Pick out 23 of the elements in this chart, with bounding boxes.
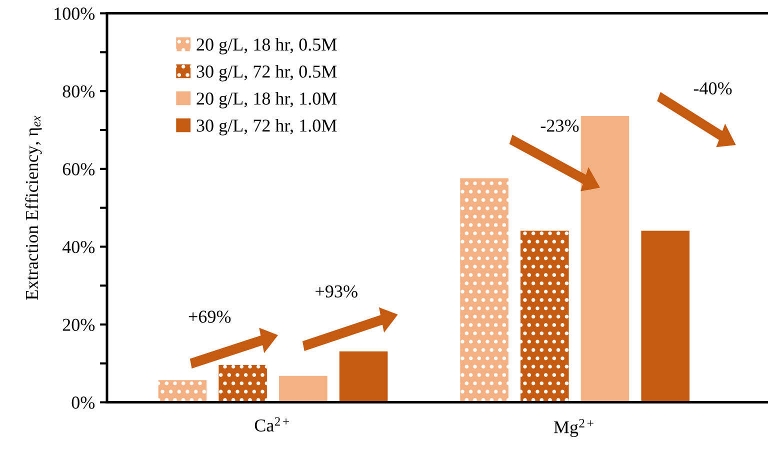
bar bbox=[279, 376, 328, 402]
x-tick-label: Ca$^{2+}$ bbox=[254, 417, 289, 432]
bar bbox=[641, 230, 690, 402]
y-tick-label: 0% bbox=[72, 396, 95, 409]
bar bbox=[520, 230, 569, 402]
x-tick-label: Mg$^{2+}$ bbox=[554, 418, 594, 438]
annotation: -40% bbox=[694, 82, 732, 95]
annotation: -23% bbox=[540, 120, 579, 132]
annotation: +93% bbox=[316, 285, 358, 298]
y-tick-label: 100% bbox=[54, 8, 95, 20]
y-tick-label: 20% bbox=[62, 318, 95, 331]
legend-label: 20 g/L, 18 hr, 1.0M bbox=[196, 92, 337, 108]
y-axis-title: Extraction Efficiency, η$_{ex}$ bbox=[25, 116, 42, 300]
legend-label: 30 g/L, 72 hr, 0.5M bbox=[196, 64, 337, 82]
bar bbox=[158, 380, 207, 402]
legend-label: 20 g/L, 18 hr, 0.5M bbox=[196, 38, 337, 54]
bar bbox=[580, 116, 630, 402]
legend-label: 30 g/L, 72 hr, 1.0M bbox=[196, 119, 337, 136]
y-tick-label: 80% bbox=[62, 85, 95, 98]
bar bbox=[460, 178, 508, 402]
y-tick-label: 40% bbox=[62, 240, 95, 254]
annotation: +69% bbox=[188, 310, 231, 323]
y-tick-label: 60% bbox=[62, 163, 95, 176]
